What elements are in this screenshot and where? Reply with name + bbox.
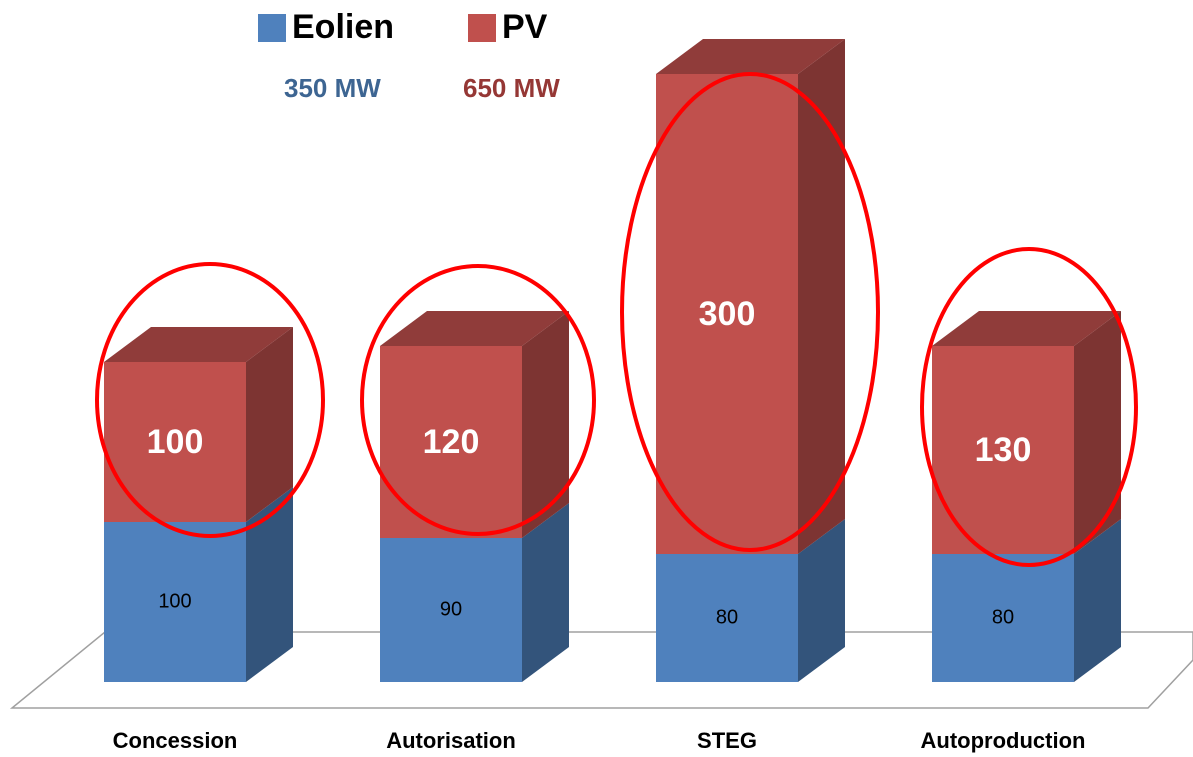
x-tick-label: STEG — [697, 728, 757, 753]
value-label: 100 — [158, 590, 191, 612]
floor — [9, 631, 1193, 709]
highlight-rings — [95, 72, 1138, 567]
bars — [104, 39, 1121, 682]
bar-side — [522, 311, 569, 538]
bar — [656, 554, 798, 682]
legend-swatch — [468, 14, 496, 42]
bar-side — [1074, 519, 1121, 682]
bar — [380, 538, 522, 682]
value-label: 300 — [699, 295, 756, 333]
legend-swatch — [258, 14, 286, 42]
value-label: 80 — [992, 606, 1014, 628]
x-tick-label: Autorisation — [386, 728, 516, 753]
highlight-ring — [620, 72, 880, 552]
highlight-ring — [920, 247, 1138, 567]
legend-label: PV — [502, 8, 548, 46]
bar-side — [1074, 311, 1121, 554]
highlight-ring — [95, 262, 325, 538]
bar-top — [380, 311, 569, 346]
bar-side — [798, 39, 845, 554]
bar — [656, 74, 798, 554]
bar-side — [522, 503, 569, 682]
bar — [104, 522, 246, 682]
value-label: 130 — [975, 431, 1032, 469]
highlight-ring — [360, 264, 596, 536]
value-label: 90 — [440, 598, 462, 620]
bar — [932, 554, 1074, 682]
x-tick-label: Autoproduction — [921, 728, 1086, 753]
bar-side — [246, 327, 293, 522]
bar-side — [246, 487, 293, 682]
bar-top — [104, 327, 293, 362]
annotation: 650 MW — [463, 73, 560, 103]
value-label: 80 — [716, 606, 738, 628]
value-label: 100 — [147, 423, 204, 461]
legend-label: Eolien — [292, 8, 394, 46]
bar-top — [656, 39, 845, 74]
x-tick-label: Concession — [113, 728, 238, 753]
value-label: 120 — [423, 423, 480, 461]
bar-side — [798, 519, 845, 682]
bar — [380, 346, 522, 538]
bar-top — [932, 311, 1121, 346]
annotation: 350 MW — [284, 73, 381, 103]
